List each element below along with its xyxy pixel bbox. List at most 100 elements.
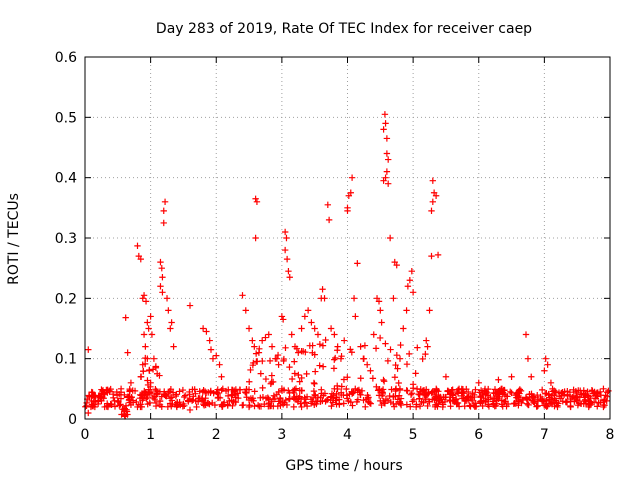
data-point: [98, 397, 105, 405]
band-point: [366, 399, 374, 407]
band-point: [349, 389, 357, 396]
band-point: [407, 403, 414, 410]
data-point: [426, 307, 433, 314]
x-tick-labels: 0 1 2 3 4 5 6 7 8: [81, 427, 615, 443]
band-point: [340, 391, 347, 399]
band-point: [442, 393, 450, 401]
band-point: [523, 395, 530, 402]
band-point: [347, 398, 355, 406]
band-point: [291, 370, 298, 377]
y-tick-label: 0.4: [55, 171, 77, 187]
data-point: [288, 331, 295, 338]
band-point: [403, 360, 411, 368]
band-point: [127, 401, 135, 409]
data-point: [409, 289, 417, 296]
data-point: [378, 319, 385, 326]
data-point: [334, 343, 341, 350]
data-point: [534, 397, 542, 405]
data-point: [428, 207, 435, 215]
data-point: [159, 289, 166, 296]
data-point: [159, 274, 166, 281]
data-point: [501, 391, 509, 399]
band-point: [291, 386, 298, 393]
band-point: [192, 397, 199, 405]
data-point: [348, 174, 356, 181]
data-point: [352, 313, 359, 320]
data-point: [600, 403, 607, 411]
band-point: [330, 365, 338, 372]
data-point: [94, 400, 102, 408]
data-point: [436, 397, 443, 405]
band-point: [343, 385, 350, 393]
band-point: [472, 386, 479, 393]
band-point: [409, 381, 417, 388]
band-point: [423, 391, 431, 398]
y-tick-label: 0.1: [55, 352, 77, 368]
band-point: [313, 400, 320, 408]
band-point: [301, 394, 308, 401]
band-point: [98, 390, 106, 397]
band-point: [420, 386, 428, 394]
band-point: [384, 357, 392, 365]
data-point: [207, 346, 215, 353]
band-point: [285, 395, 293, 403]
band-point: [261, 400, 268, 408]
band-point: [288, 375, 296, 383]
band-point: [324, 396, 332, 403]
data-point: [218, 373, 225, 380]
band-point: [419, 390, 427, 397]
band-point: [397, 341, 404, 349]
x-axis-label: GPS time / hours: [285, 458, 402, 474]
band-point: [126, 396, 134, 404]
x-tick-label: 3: [277, 427, 286, 443]
band-point: [190, 393, 197, 400]
data-point: [432, 192, 440, 199]
band-point: [396, 398, 404, 405]
band-point: [394, 365, 401, 372]
grid: [85, 57, 610, 419]
data-point: [168, 319, 175, 326]
band-point: [435, 391, 442, 399]
band-point: [254, 358, 261, 365]
band-point: [485, 385, 492, 393]
data-point: [147, 313, 154, 320]
band-point: [320, 392, 327, 399]
band-point: [116, 402, 123, 409]
band-point: [397, 395, 405, 402]
band-point: [259, 384, 266, 392]
band-point: [111, 403, 119, 410]
data-point: [158, 264, 165, 272]
band-point: [461, 402, 468, 410]
data-point: [354, 260, 361, 267]
band-point: [372, 345, 380, 352]
band-point: [319, 363, 327, 370]
band-point: [605, 387, 612, 395]
data-point: [278, 313, 286, 320]
band-point: [286, 363, 293, 371]
x-tick-label: 1: [146, 427, 155, 443]
data-point: [495, 376, 502, 383]
data-point: [281, 228, 289, 236]
x-tick-label: 7: [540, 427, 549, 443]
data-point: [375, 298, 383, 305]
band-point: [397, 401, 405, 409]
data-point: [242, 307, 249, 314]
band-point: [373, 383, 380, 391]
band-point: [230, 398, 237, 405]
data-point: [560, 391, 568, 399]
band-point: [356, 388, 363, 396]
band-point: [379, 386, 387, 393]
data-point: [152, 364, 160, 371]
band-point: [361, 342, 369, 349]
band-point: [569, 393, 576, 401]
data-point: [363, 361, 371, 368]
data-point: [85, 346, 92, 353]
band-point: [453, 400, 460, 408]
data-point: [127, 379, 135, 386]
data-point: [357, 391, 364, 399]
data-point: [88, 397, 95, 405]
band-point: [390, 393, 397, 400]
band-point: [257, 403, 265, 410]
data-point: [455, 385, 463, 393]
band-point: [463, 385, 470, 393]
